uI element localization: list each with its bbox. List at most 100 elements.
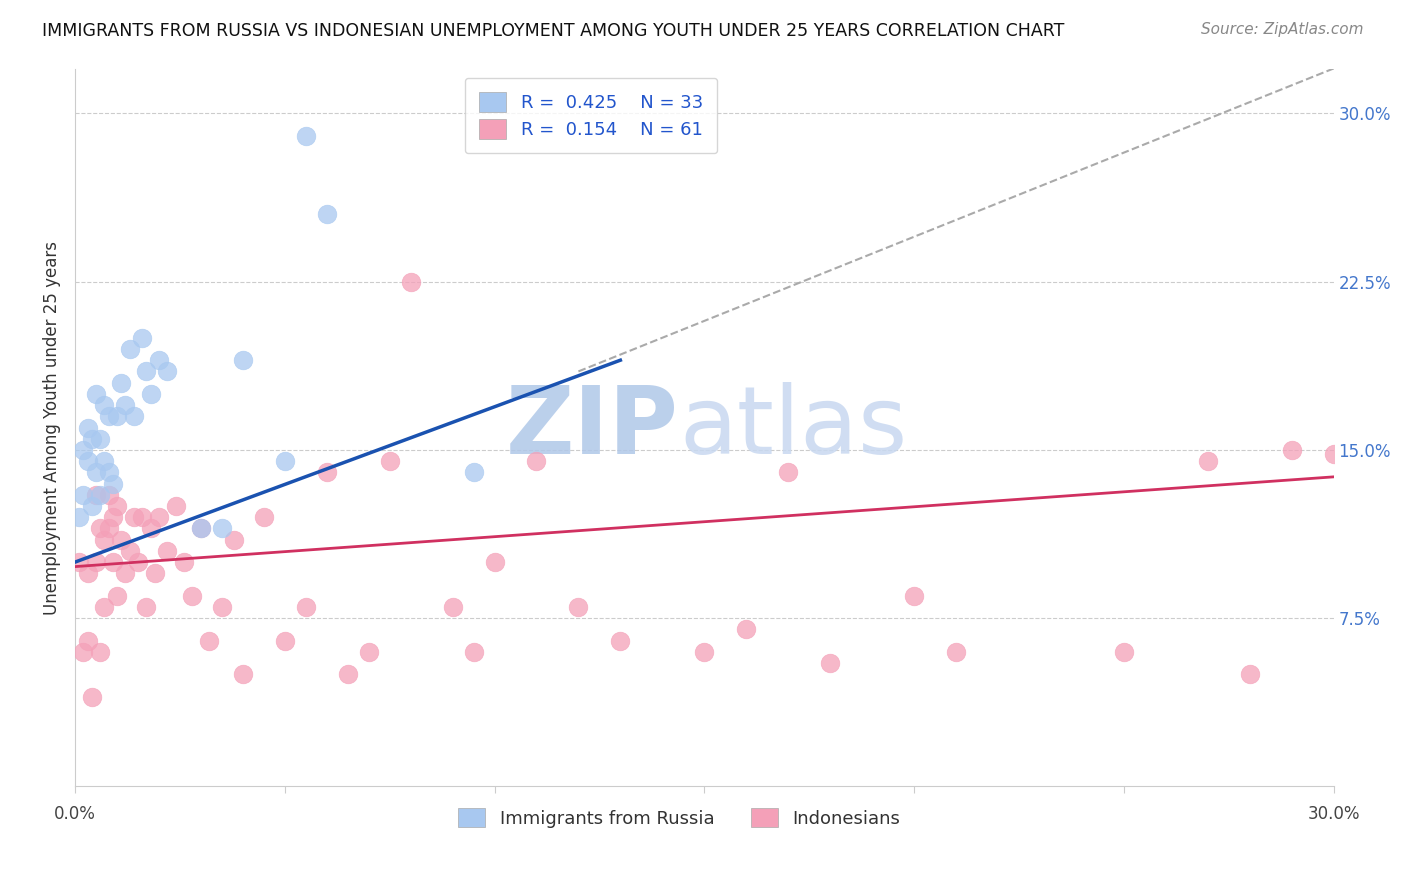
Point — [1322, 447, 1344, 461]
Point — [211, 599, 233, 614]
Point — [190, 521, 212, 535]
Point — [274, 454, 297, 468]
Point — [526, 454, 548, 468]
Point — [105, 499, 128, 513]
Point — [378, 454, 401, 468]
Point — [211, 521, 233, 535]
Point — [72, 442, 94, 457]
Text: atlas: atlas — [679, 382, 907, 474]
Point — [609, 633, 631, 648]
Point — [84, 466, 107, 480]
Point — [93, 398, 115, 412]
Point — [357, 645, 380, 659]
Point — [315, 207, 337, 221]
Point — [110, 376, 132, 390]
Point — [97, 466, 120, 480]
Point — [122, 510, 145, 524]
Point — [778, 466, 800, 480]
Point — [89, 645, 111, 659]
Point — [1112, 645, 1135, 659]
Point — [89, 521, 111, 535]
Point — [567, 599, 589, 614]
Point — [101, 510, 124, 524]
Point — [97, 409, 120, 424]
Point — [67, 510, 90, 524]
Point — [224, 533, 246, 547]
Point — [484, 555, 506, 569]
Point — [818, 656, 841, 670]
Point — [114, 566, 136, 581]
Point — [84, 488, 107, 502]
Point — [1281, 442, 1303, 457]
Point — [139, 387, 162, 401]
Point — [101, 476, 124, 491]
Point — [67, 555, 90, 569]
Point — [148, 510, 170, 524]
Point — [76, 633, 98, 648]
Point — [945, 645, 967, 659]
Point — [143, 566, 166, 581]
Point — [693, 645, 716, 659]
Point — [198, 633, 221, 648]
Point — [135, 599, 157, 614]
Point — [72, 645, 94, 659]
Point — [1197, 454, 1219, 468]
Point — [181, 589, 204, 603]
Point — [93, 533, 115, 547]
Legend: Immigrants from Russia, Indonesians: Immigrants from Russia, Indonesians — [451, 800, 907, 835]
Point — [131, 510, 153, 524]
Point — [110, 533, 132, 547]
Point — [1239, 667, 1261, 681]
Point — [80, 499, 103, 513]
Point — [399, 275, 422, 289]
Point — [93, 454, 115, 468]
Point — [118, 544, 141, 558]
Point — [118, 342, 141, 356]
Text: Source: ZipAtlas.com: Source: ZipAtlas.com — [1201, 22, 1364, 37]
Point — [463, 466, 485, 480]
Point — [76, 454, 98, 468]
Point — [135, 364, 157, 378]
Point — [139, 521, 162, 535]
Point — [156, 364, 179, 378]
Point — [76, 566, 98, 581]
Point — [72, 488, 94, 502]
Point — [80, 690, 103, 704]
Point — [97, 521, 120, 535]
Y-axis label: Unemployment Among Youth under 25 years: Unemployment Among Youth under 25 years — [44, 241, 60, 615]
Point — [735, 623, 758, 637]
Point — [232, 353, 254, 368]
Point — [294, 599, 316, 614]
Point — [336, 667, 359, 681]
Point — [105, 409, 128, 424]
Point — [232, 667, 254, 681]
Point — [315, 466, 337, 480]
Point — [156, 544, 179, 558]
Point — [127, 555, 149, 569]
Point — [190, 521, 212, 535]
Point — [76, 420, 98, 434]
Point — [80, 432, 103, 446]
Point — [903, 589, 925, 603]
Point — [97, 488, 120, 502]
Point — [89, 432, 111, 446]
Point — [105, 589, 128, 603]
Point — [463, 645, 485, 659]
Point — [114, 398, 136, 412]
Point — [89, 488, 111, 502]
Point — [173, 555, 195, 569]
Point — [93, 599, 115, 614]
Point — [165, 499, 187, 513]
Point — [101, 555, 124, 569]
Point — [131, 331, 153, 345]
Point — [294, 128, 316, 143]
Point — [148, 353, 170, 368]
Point — [441, 599, 464, 614]
Text: ZIP: ZIP — [506, 382, 679, 474]
Point — [274, 633, 297, 648]
Text: IMMIGRANTS FROM RUSSIA VS INDONESIAN UNEMPLOYMENT AMONG YOUTH UNDER 25 YEARS COR: IMMIGRANTS FROM RUSSIA VS INDONESIAN UNE… — [42, 22, 1064, 40]
Point — [84, 555, 107, 569]
Point — [122, 409, 145, 424]
Point — [84, 387, 107, 401]
Point — [253, 510, 276, 524]
